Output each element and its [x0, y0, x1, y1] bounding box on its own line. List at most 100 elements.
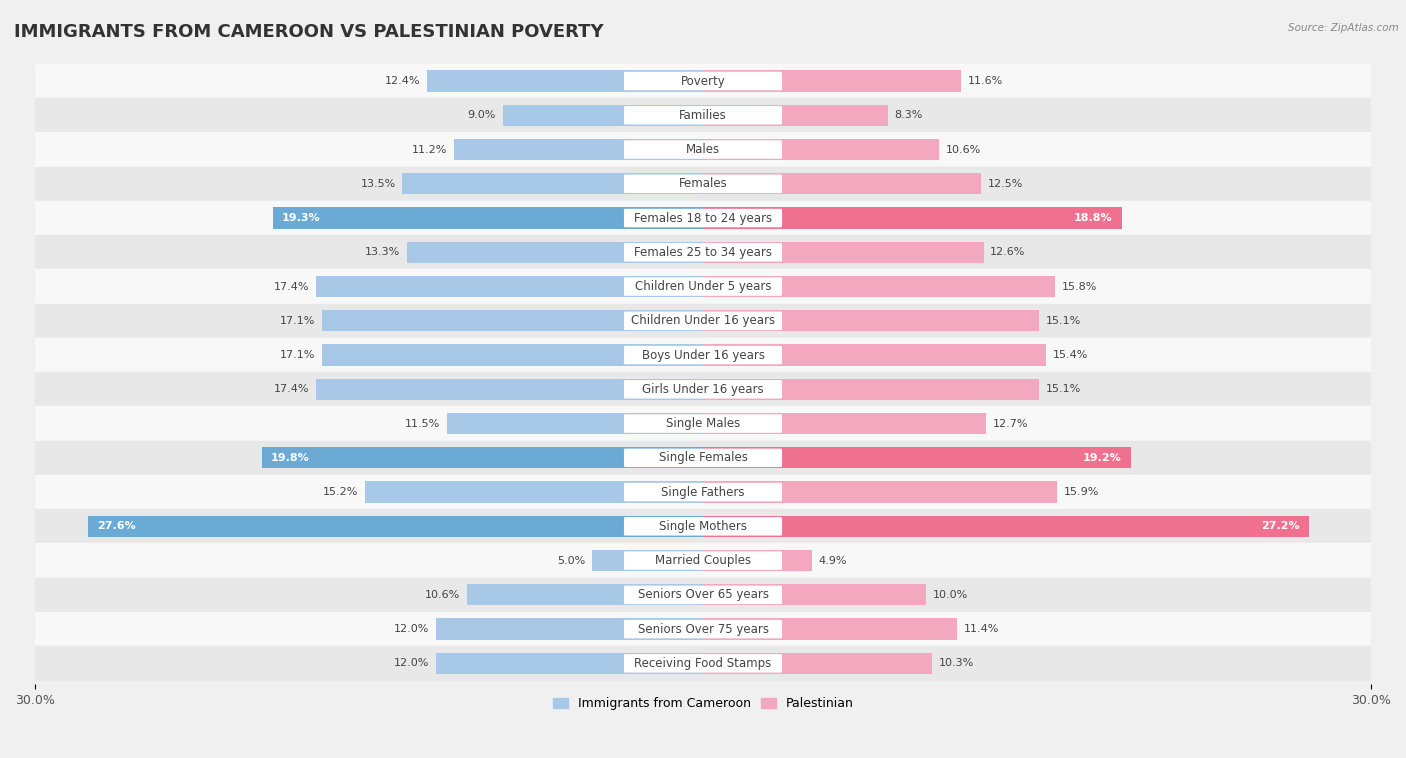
Text: IMMIGRANTS FROM CAMEROON VS PALESTINIAN POVERTY: IMMIGRANTS FROM CAMEROON VS PALESTINIAN … — [14, 23, 603, 41]
FancyBboxPatch shape — [624, 140, 782, 158]
FancyBboxPatch shape — [624, 72, 782, 90]
Text: 12.0%: 12.0% — [394, 624, 429, 634]
FancyBboxPatch shape — [624, 106, 782, 124]
Text: 12.6%: 12.6% — [990, 247, 1025, 257]
Text: Married Couples: Married Couples — [655, 554, 751, 567]
Bar — [592, 550, 703, 572]
Text: Females 18 to 24 years: Females 18 to 24 years — [634, 211, 772, 224]
Text: Poverty: Poverty — [681, 74, 725, 87]
FancyBboxPatch shape — [624, 654, 782, 672]
Text: Source: ZipAtlas.com: Source: ZipAtlas.com — [1288, 23, 1399, 33]
FancyBboxPatch shape — [624, 483, 782, 501]
Legend: Immigrants from Cameroon, Palestinian: Immigrants from Cameroon, Palestinian — [547, 692, 859, 715]
Bar — [454, 139, 703, 160]
Bar — [502, 105, 703, 126]
Text: 17.4%: 17.4% — [273, 384, 309, 394]
Text: 11.4%: 11.4% — [963, 624, 998, 634]
Bar — [315, 276, 703, 297]
Bar — [703, 173, 981, 194]
Text: 10.0%: 10.0% — [932, 590, 967, 600]
Text: 11.6%: 11.6% — [967, 76, 1004, 86]
Text: Families: Families — [679, 109, 727, 122]
Bar — [35, 338, 1371, 372]
Bar — [703, 139, 939, 160]
Text: Males: Males — [686, 143, 720, 156]
Text: 15.9%: 15.9% — [1064, 487, 1099, 497]
Text: 8.3%: 8.3% — [894, 110, 922, 121]
Bar — [402, 173, 703, 194]
Text: 11.2%: 11.2% — [412, 145, 447, 155]
Bar — [35, 406, 1371, 440]
Bar — [467, 584, 703, 606]
Text: 12.4%: 12.4% — [385, 76, 420, 86]
Bar — [35, 440, 1371, 475]
Text: 15.8%: 15.8% — [1062, 281, 1097, 292]
Text: Single Fathers: Single Fathers — [661, 486, 745, 499]
Text: 17.4%: 17.4% — [273, 281, 309, 292]
Text: 12.7%: 12.7% — [993, 418, 1028, 428]
Bar — [703, 310, 1039, 331]
FancyBboxPatch shape — [624, 312, 782, 330]
Bar — [447, 413, 703, 434]
Text: Single Females: Single Females — [658, 451, 748, 465]
Text: 15.2%: 15.2% — [322, 487, 359, 497]
Text: 27.6%: 27.6% — [97, 522, 136, 531]
Bar — [89, 515, 703, 537]
Text: Receiving Food Stamps: Receiving Food Stamps — [634, 657, 772, 670]
Text: 19.3%: 19.3% — [283, 213, 321, 223]
Text: Girls Under 16 years: Girls Under 16 years — [643, 383, 763, 396]
Bar — [703, 276, 1054, 297]
Bar — [35, 269, 1371, 304]
Bar — [436, 619, 703, 640]
Text: 15.4%: 15.4% — [1053, 350, 1088, 360]
Bar — [35, 543, 1371, 578]
Bar — [703, 619, 957, 640]
Bar — [427, 70, 703, 92]
Text: Females 25 to 34 years: Females 25 to 34 years — [634, 246, 772, 258]
Bar — [703, 70, 962, 92]
Bar — [262, 447, 703, 468]
FancyBboxPatch shape — [624, 277, 782, 296]
Text: 11.5%: 11.5% — [405, 418, 440, 428]
Text: 12.0%: 12.0% — [394, 659, 429, 669]
FancyBboxPatch shape — [624, 243, 782, 262]
Text: 13.3%: 13.3% — [366, 247, 401, 257]
Text: 27.2%: 27.2% — [1261, 522, 1299, 531]
Text: Females: Females — [679, 177, 727, 190]
Bar — [35, 64, 1371, 98]
Bar — [703, 515, 1309, 537]
Bar — [35, 235, 1371, 269]
Bar — [703, 481, 1057, 503]
FancyBboxPatch shape — [624, 620, 782, 638]
Text: 5.0%: 5.0% — [557, 556, 585, 565]
Bar — [322, 310, 703, 331]
Text: 15.1%: 15.1% — [1046, 316, 1081, 326]
Bar — [35, 509, 1371, 543]
Text: 19.8%: 19.8% — [271, 453, 309, 463]
Bar — [35, 98, 1371, 133]
Text: Seniors Over 65 years: Seniors Over 65 years — [637, 588, 769, 601]
Text: 13.5%: 13.5% — [360, 179, 395, 189]
FancyBboxPatch shape — [624, 586, 782, 604]
Text: 17.1%: 17.1% — [280, 350, 315, 360]
Bar — [35, 372, 1371, 406]
Text: 12.5%: 12.5% — [988, 179, 1024, 189]
FancyBboxPatch shape — [624, 174, 782, 193]
FancyBboxPatch shape — [624, 380, 782, 399]
Bar — [703, 447, 1130, 468]
Text: Single Mothers: Single Mothers — [659, 520, 747, 533]
Bar — [703, 105, 887, 126]
Bar — [35, 167, 1371, 201]
Bar — [703, 344, 1046, 365]
Bar — [273, 208, 703, 229]
Bar — [35, 612, 1371, 647]
Bar — [35, 475, 1371, 509]
FancyBboxPatch shape — [624, 208, 782, 227]
Bar — [703, 242, 984, 263]
FancyBboxPatch shape — [624, 551, 782, 570]
Bar — [322, 344, 703, 365]
Bar — [436, 653, 703, 674]
Bar — [703, 584, 925, 606]
Bar — [35, 201, 1371, 235]
Bar — [364, 481, 703, 503]
